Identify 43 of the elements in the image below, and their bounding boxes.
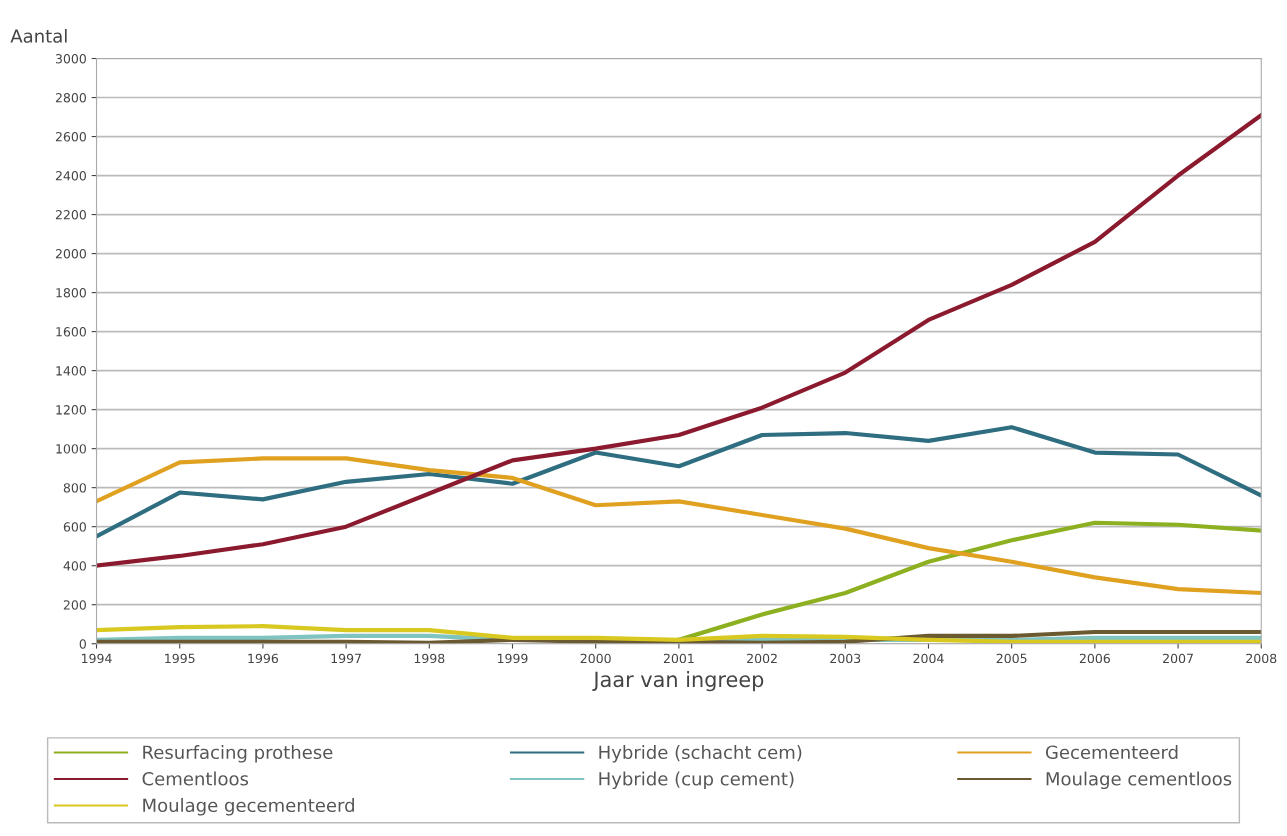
y-tick-label: 1600 — [56, 327, 86, 337]
y-tick-label: 400 — [63, 561, 86, 571]
y-tick-label: 2600 — [55, 132, 86, 142]
legend-label: Resurfacing prothese — [143, 745, 333, 763]
y-tick-label: 0 — [79, 639, 86, 649]
legend-label: Hybride (schacht cem) — [599, 745, 802, 763]
y-tick-label: 800 — [63, 483, 86, 493]
y-tick-label: 200 — [63, 600, 86, 610]
y-tick-label: 3000 — [55, 53, 86, 64]
y-tick-label: 2800 — [55, 93, 86, 103]
y-tick-label: 1200 — [56, 405, 86, 415]
y-tick-label: 2400 — [55, 171, 86, 181]
line-series — [96, 425, 1262, 539]
x-tick-label: 1997 — [331, 653, 361, 664]
x-tick-label: 2004 — [913, 653, 944, 664]
x-tick-label: 2001 — [663, 653, 694, 664]
line-series — [96, 113, 1262, 568]
x-tick-label: 2000 — [580, 653, 611, 664]
x-tick-label: 2003 — [830, 653, 861, 664]
x-tick-label: 1996 — [248, 653, 279, 664]
x-tick-label: 1998 — [414, 653, 445, 664]
y-tick-label: 600 — [63, 522, 86, 532]
line-series — [96, 456, 1262, 596]
y-tick-label: 2000 — [55, 249, 86, 259]
legend-label: Gecementeerd — [1045, 745, 1178, 760]
x-tick-label: 2002 — [747, 653, 777, 664]
x-tick-label: 2008 — [1246, 653, 1277, 664]
y-tick-label: 2200 — [55, 210, 86, 220]
x-tick-label: 1995 — [165, 653, 195, 664]
x-tick-label: 2006 — [1079, 653, 1110, 664]
legend-label: Moulage cementloos — [1046, 771, 1232, 790]
x-tick-label: 2007 — [1163, 653, 1193, 664]
y-tick-label: 1000 — [56, 444, 86, 454]
x-tick-label: 2005 — [996, 653, 1027, 664]
legend-label: Cementloos — [142, 771, 249, 786]
x-tick-label: 1999 — [497, 653, 528, 664]
y-axis-title: Aantal — [10, 28, 67, 43]
x-tick-label: 1994 — [81, 653, 112, 664]
x-axis-title: Jaar van ingreep — [592, 671, 764, 692]
legend-label: Moulage gecementeerd — [143, 798, 354, 816]
legend-label: Hybride (cup cement) — [599, 771, 794, 790]
y-tick-label: 1400 — [56, 366, 86, 376]
y-tick-label: 1800 — [56, 288, 86, 298]
